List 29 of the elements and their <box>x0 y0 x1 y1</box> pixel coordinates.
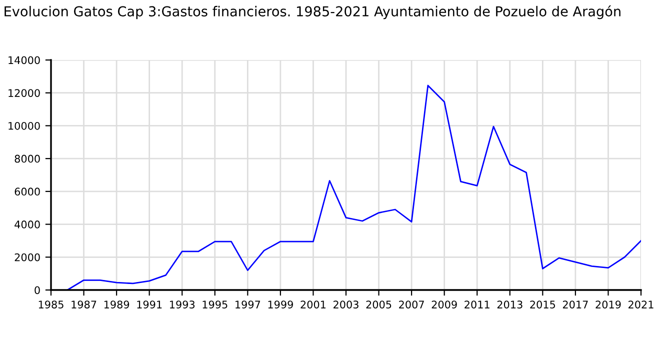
x-tick-label: 2011 <box>464 300 490 308</box>
x-tick-label: 2019 <box>596 300 621 308</box>
y-tick-label: 2000 <box>14 253 40 262</box>
x-tick-label: 1991 <box>137 300 162 308</box>
y-tick-label: 12000 <box>8 89 40 97</box>
x-tick-label: 2007 <box>399 300 424 308</box>
x-tick-label: 1985 <box>38 300 64 308</box>
y-tick-label: 6000 <box>14 188 40 196</box>
y-tick-label: 14000 <box>8 56 40 64</box>
x-tick-label: 1987 <box>72 300 96 308</box>
x-tick-label: 2001 <box>300 300 326 308</box>
x-tick-label: 2021 <box>628 300 654 308</box>
x-tick-label: 1995 <box>202 300 228 308</box>
x-tick-label: 2005 <box>366 300 392 308</box>
x-tick-label: 2003 <box>334 300 358 308</box>
x-tick-label: 2013 <box>497 300 522 308</box>
y-tick-label: 0 <box>34 286 40 294</box>
x-tick-label: 1997 <box>236 300 260 308</box>
y-tick-label: 4000 <box>14 220 40 228</box>
x-tick-label: 2017 <box>562 300 588 308</box>
line-series <box>66 84 641 290</box>
chart-title: Evolucion Gatos Cap 3:Gastos financieros. 1985-2021 Ayuntamiento de Pozuelo de Aragón <box>4 5 620 20</box>
y-tick-label: 10000 <box>8 122 40 130</box>
x-tick-label: 1989 <box>104 300 130 308</box>
x-tick-label: 2009 <box>432 300 457 308</box>
x-tick-label: 2015 <box>530 300 556 308</box>
x-tick-label: 1993 <box>170 300 195 308</box>
x-tick-label: 1999 <box>268 300 293 308</box>
y-tick-label: 8000 <box>14 154 40 163</box>
